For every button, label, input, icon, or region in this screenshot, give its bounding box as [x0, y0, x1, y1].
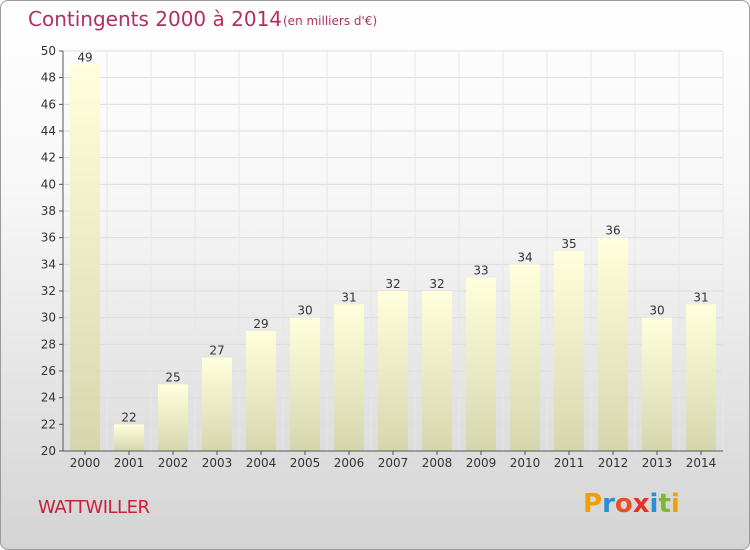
y-tick-label: 28: [41, 337, 56, 351]
data-label: 49: [77, 50, 92, 64]
data-label: 30: [297, 304, 312, 318]
data-label: 30: [649, 304, 664, 318]
bar: [114, 424, 144, 451]
y-tick-label: 50: [41, 44, 56, 58]
y-tick-label: 44: [41, 124, 56, 138]
data-label: 32: [429, 277, 444, 291]
y-tick-label: 30: [41, 311, 56, 325]
data-label: 33: [473, 264, 488, 278]
y-tick-label: 22: [41, 417, 56, 431]
bar: [598, 237, 628, 451]
data-label: 34: [517, 250, 532, 264]
x-tick-label: 2000: [70, 456, 101, 470]
logo-letter: o: [614, 489, 633, 519]
bar: [202, 357, 232, 451]
x-tick-label: 2014: [686, 456, 717, 470]
axes: 20 22 24 26 28 30 32 34 36 38 40 42 44 46 48 50 2000 2001…: [41, 44, 723, 470]
bar: [290, 317, 320, 451]
y-tick-label: 46: [41, 97, 56, 111]
x-tick-label: 2008: [422, 456, 453, 470]
data-label: 27: [209, 344, 224, 358]
x-tick-label: 2013: [642, 456, 673, 470]
bars: 49 22 25 27 29 30 31 32 32 33 34 35 36 30 31: [70, 50, 716, 452]
data-label: 32: [385, 277, 400, 291]
logo-letter: x: [632, 489, 650, 519]
y-tick-label: 40: [41, 177, 56, 191]
y-tick-label: 34: [41, 257, 56, 271]
bar: [378, 291, 408, 451]
bar: [642, 317, 672, 451]
bar: [70, 64, 100, 452]
bar: [466, 277, 496, 451]
logo-letter: i: [649, 489, 659, 519]
bar: [510, 264, 540, 451]
bar: [554, 251, 584, 451]
logo-letter: r: [602, 489, 615, 519]
logo-letter: P: [583, 489, 603, 519]
data-label: 29: [253, 317, 268, 331]
data-label: 25: [165, 370, 180, 384]
x-tick-label: 2010: [510, 456, 541, 470]
y-tick-label: 36: [41, 231, 56, 245]
x-tick-label: 2006: [334, 456, 365, 470]
y-tick-label: 24: [41, 391, 56, 405]
y-tick-label: 48: [41, 71, 56, 85]
y-tick-label: 32: [41, 284, 56, 298]
data-label: 36: [605, 224, 620, 238]
bar: [422, 291, 452, 451]
y-tick-label: 42: [41, 151, 56, 165]
data-label: 35: [561, 237, 576, 251]
data-label: 22: [121, 410, 136, 424]
proxiti-logo[interactable]: Proxiti: [583, 489, 680, 519]
bar: [334, 304, 364, 451]
x-tick-label: 2001: [114, 456, 145, 470]
x-tick-label: 2012: [598, 456, 629, 470]
bar: [158, 384, 188, 451]
chart-subtitle: (en milliers d'€): [283, 14, 378, 28]
bar: [686, 304, 716, 451]
x-tick-label: 2007: [378, 456, 409, 470]
data-label: 31: [341, 290, 356, 304]
y-tick-label: 20: [41, 444, 56, 458]
x-tick-label: 2011: [554, 456, 585, 470]
logo-letter: t: [658, 489, 671, 519]
bar: [246, 331, 276, 451]
commune-name: WATTWILLER: [38, 497, 150, 518]
x-tick-label: 2009: [466, 456, 497, 470]
x-tick-label: 2002: [158, 456, 189, 470]
x-tick-label: 2003: [202, 456, 233, 470]
y-tick-label: 38: [41, 204, 56, 218]
x-tick-label: 2004: [246, 456, 277, 470]
data-label: 31: [693, 290, 708, 304]
logo-letter: i: [670, 489, 680, 519]
y-tick-label: 26: [41, 364, 56, 378]
x-tick-label: 2005: [290, 456, 321, 470]
chart-title: Contingents 2000 à 2014: [28, 7, 283, 31]
